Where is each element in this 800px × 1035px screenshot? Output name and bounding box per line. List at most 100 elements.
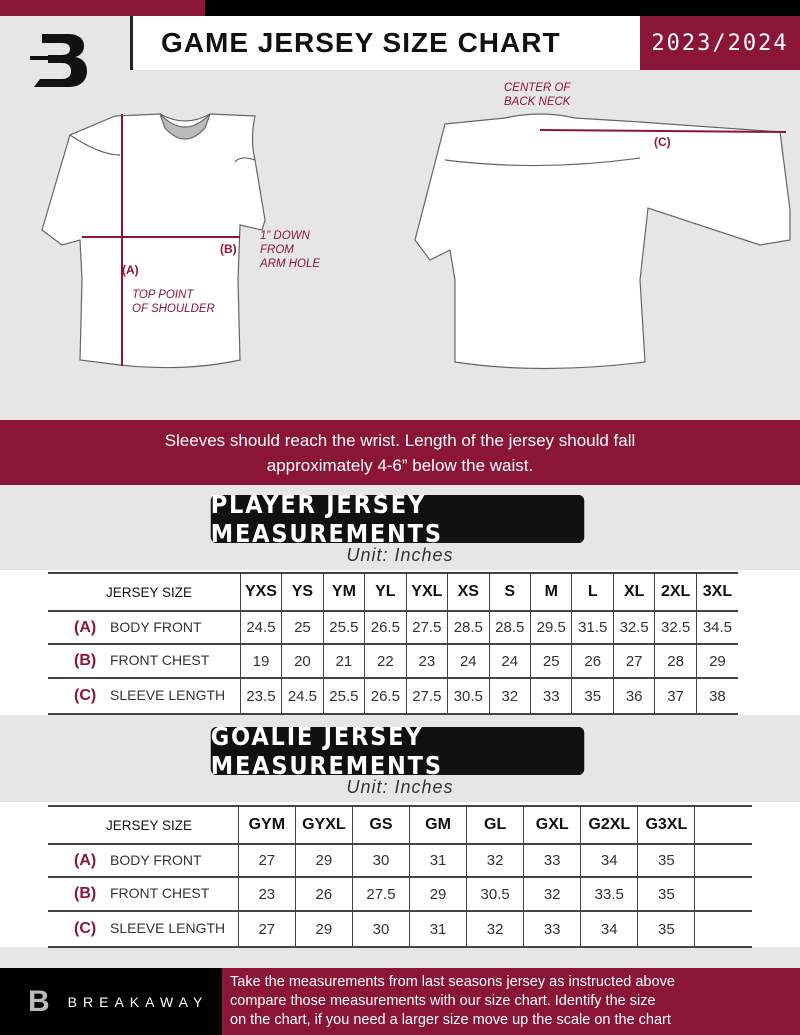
table-cell: 27	[237, 911, 296, 948]
table-row: (C) SLEEVE LENGTH 23.5 24.5 25.5 26.5 27.5 30.5…	[48, 678, 738, 715]
table-cell: 25	[281, 611, 324, 645]
row-name: SLEEVE LENGTH	[110, 687, 226, 703]
note-top-point: TOP POINT OF SHOULDER	[132, 289, 215, 315]
row-name: FRONT CHEST	[110, 652, 210, 668]
goalie-measurements-table: JERSEY SIZE GYM GYXL GS GM GL GXL G2XL G3XL (A) BO…	[48, 805, 752, 948]
table-cell	[694, 844, 752, 878]
table-cell: 32	[523, 877, 581, 912]
size-header: GS	[351, 805, 410, 845]
footer-logo: B	[28, 984, 50, 1018]
table-cell: 27.5	[405, 678, 448, 715]
table-cell: 30	[351, 911, 410, 948]
table-cell: 26.5	[364, 611, 407, 645]
table-cell: 29	[294, 911, 353, 948]
note-arm-hole: 1” DOWN FROM ARM HOLE	[260, 230, 321, 270]
size-header: GL	[466, 805, 524, 845]
row-label: (C) SLEEVE LENGTH	[48, 911, 239, 948]
row-label: (A) BODY FRONT	[48, 844, 239, 878]
table-cell: 27	[612, 644, 655, 679]
goalie-unit: Unit: Inches	[346, 777, 454, 797]
measure-line-c	[539, 129, 787, 133]
size-header: G2XL	[580, 805, 638, 845]
row-label: (C) SLEEVE LENGTH	[48, 678, 241, 715]
season-badge: 2023/2024	[640, 16, 800, 70]
table-cell: 24.5	[281, 678, 324, 715]
label-c: (C)	[654, 135, 671, 149]
player-section-title: PLAYER JERSEY MEASUREMENTS	[210, 490, 585, 548]
table-cell: 23.5	[239, 678, 282, 715]
header-label: JERSEY SIZE	[48, 805, 239, 845]
label-b: (B)	[220, 242, 237, 256]
row-name: FRONT CHEST	[110, 885, 210, 901]
size-header: YXL	[405, 572, 448, 612]
page-title: GAME JERSEY SIZE CHART	[130, 16, 640, 70]
table-cell: 34	[580, 911, 638, 948]
size-header: XL	[612, 572, 655, 612]
table-cell: 24.5	[239, 611, 282, 645]
row-label: (B) FRONT CHEST	[48, 877, 239, 912]
table-cell: 38	[695, 678, 738, 715]
table-cell: 27.5	[405, 611, 448, 645]
table-cell: 29	[695, 644, 738, 679]
row-name: BODY FRONT	[110, 618, 202, 635]
size-header: GYM	[237, 805, 296, 845]
size-header: YM	[322, 572, 365, 612]
table-cell	[694, 911, 752, 948]
table-cell	[694, 877, 752, 912]
player-measurements-table: JERSEY SIZE YXS YS YM YL YXL XS S M L XL 2XL 3XL (A) B…	[48, 572, 738, 715]
table-row: (A) BODY FRONT 24.5 25 25.5 26.5 27.5 28.5 28.5 2…	[48, 611, 738, 645]
table-cell: 27.5	[351, 877, 410, 912]
header-label: JERSEY SIZE	[48, 572, 241, 612]
breakaway-logo	[28, 28, 94, 94]
table-cell: 35	[637, 844, 695, 878]
table-cell: 33	[529, 678, 572, 715]
table-cell: 32.5	[654, 611, 697, 645]
table-cell: 29	[294, 844, 353, 878]
table-cell: 33.5	[580, 877, 638, 912]
table-cell: 30.5	[447, 678, 490, 715]
label-a: (A)	[122, 263, 139, 277]
row-code: (A)	[74, 618, 97, 636]
row-code: (B)	[74, 652, 97, 669]
row-code: (C)	[74, 687, 97, 704]
table-cell: 31	[408, 844, 467, 878]
table-cell: 33	[523, 911, 581, 948]
table-cell: 25.5	[322, 611, 365, 645]
instruction-band: Sleeves should reach the wrist. Length o…	[0, 420, 800, 485]
table-cell: 26	[571, 644, 614, 679]
table-cell: 26.5	[364, 678, 407, 715]
row-code: (C)	[74, 920, 97, 937]
table-cell: 25	[529, 644, 572, 679]
row-name: SLEEVE LENGTH	[110, 920, 226, 936]
table-cell: 34	[580, 844, 638, 878]
table-row: (C) SLEEVE LENGTH 27 29 30 31 32 33 34 35	[48, 911, 752, 948]
size-header: YXS	[239, 572, 282, 612]
table-cell: 35	[571, 678, 614, 715]
table-cell: 21	[322, 644, 365, 679]
table-row: (B) FRONT CHEST 23 26 27.5 29 30.5 32 33.5 35	[48, 877, 752, 912]
table-cell: 29	[408, 877, 467, 912]
goalie-section-title: GOALIE JERSEY MEASUREMENTS	[210, 722, 585, 780]
top-bar	[0, 0, 800, 16]
size-header: L	[571, 572, 614, 612]
row-label: (B) FRONT CHEST	[48, 644, 241, 679]
table-cell: 29.5	[529, 611, 572, 645]
size-header: XS	[447, 572, 490, 612]
row-code: (A)	[74, 851, 97, 869]
header-row: JERSEY SIZE GYM GYXL GS GM GL GXL G2XL G3XL	[48, 805, 752, 845]
footer-instructions: Take the measurements from last seasons …	[222, 968, 800, 1035]
jersey-diagram	[41, 113, 791, 370]
back-jersey	[414, 113, 791, 370]
size-header: YL	[364, 572, 407, 612]
note-back-neck: CENTER OF BACK NECK	[504, 82, 571, 108]
table-row: (B) FRONT CHEST 19 20 21 22 23 24 24 25 26 27 28 29	[48, 644, 738, 679]
table-cell: 37	[654, 678, 697, 715]
table-cell: 24	[447, 644, 490, 679]
table-cell: 32	[488, 678, 531, 715]
table-cell: 19	[239, 644, 282, 679]
table-cell: 32.5	[612, 611, 655, 645]
size-header: 3XL	[695, 572, 738, 612]
size-header: YS	[281, 572, 324, 612]
table-cell: 36	[612, 678, 655, 715]
table-cell: 32	[466, 844, 524, 878]
